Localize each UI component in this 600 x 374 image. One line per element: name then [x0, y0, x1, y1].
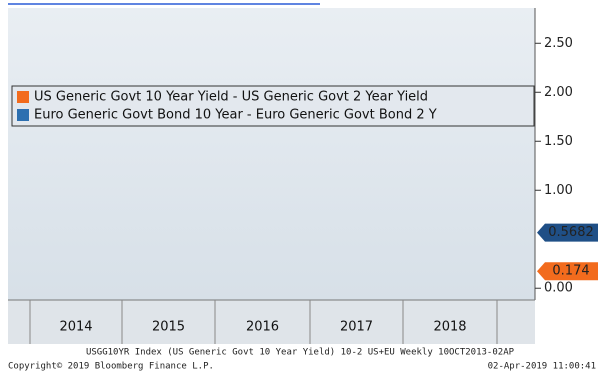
- y-tick-label: 0.00: [544, 281, 573, 296]
- y-tick-label: 2.50: [544, 36, 573, 51]
- footer-index: USGG10YR Index (US Generic Govt 10 Year …: [86, 348, 515, 358]
- x-tick-label: 2018: [433, 320, 466, 335]
- y-tick-label: 1.50: [544, 134, 573, 149]
- legend-label: Euro Generic Govt Bond 10 Year - Euro Ge…: [34, 108, 437, 123]
- y-tick-label: 2.00: [544, 85, 573, 100]
- legend: [11, 85, 535, 127]
- y-tick-label: 1.00: [544, 183, 573, 198]
- plot-area: [8, 8, 535, 300]
- legend-swatch: [17, 91, 29, 103]
- end-label-box: [537, 223, 598, 242]
- x-tick-label: 2016: [246, 320, 279, 335]
- x-tick-label: 2017: [340, 320, 373, 335]
- end-label: 0.5682: [548, 225, 594, 240]
- end-label-box: [537, 262, 598, 281]
- timestamp: 02-Apr-2019 11:00:41: [488, 362, 596, 372]
- x-tick-label: 2015: [152, 320, 185, 335]
- x-axis-area: [8, 300, 535, 344]
- copyright: Copyright© 2019 Bloomberg Finance L.P.: [8, 362, 214, 372]
- x-tick-label: 2014: [59, 320, 92, 335]
- end-label: 0.174: [552, 264, 589, 279]
- legend-label: US Generic Govt 10 Year Yield - US Gener…: [34, 90, 428, 105]
- legend-swatch: [17, 109, 29, 121]
